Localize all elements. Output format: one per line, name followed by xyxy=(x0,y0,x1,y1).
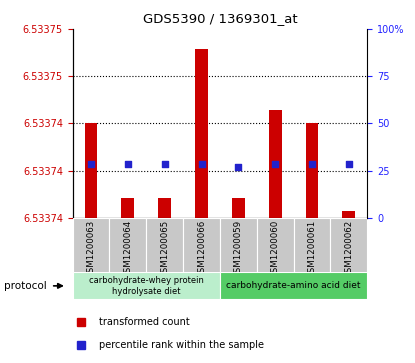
Text: carbohydrate-whey protein
hydrolysate diet: carbohydrate-whey protein hydrolysate di… xyxy=(89,276,204,295)
Title: GDS5390 / 1369301_at: GDS5390 / 1369301_at xyxy=(143,12,297,25)
Point xyxy=(161,161,168,167)
Text: GSM1200066: GSM1200066 xyxy=(197,220,206,278)
Bar xyxy=(342,211,355,218)
Bar xyxy=(158,197,171,218)
Bar xyxy=(220,272,367,299)
Text: GSM1200059: GSM1200059 xyxy=(234,220,243,278)
Bar xyxy=(257,218,294,274)
Bar xyxy=(146,218,183,274)
Bar xyxy=(73,218,110,274)
Point xyxy=(88,161,94,167)
Text: protocol: protocol xyxy=(4,281,47,291)
Text: transformed count: transformed count xyxy=(99,317,190,327)
Bar xyxy=(73,272,220,299)
Bar xyxy=(220,218,257,274)
Bar xyxy=(195,49,208,218)
Text: GSM1200062: GSM1200062 xyxy=(344,220,353,278)
Text: GSM1200061: GSM1200061 xyxy=(308,220,317,278)
Point xyxy=(124,161,131,167)
Bar xyxy=(110,218,146,274)
Bar xyxy=(294,218,330,274)
Bar xyxy=(305,123,318,218)
Text: percentile rank within the sample: percentile rank within the sample xyxy=(99,340,264,350)
Point xyxy=(198,161,205,167)
Bar xyxy=(232,197,245,218)
Bar xyxy=(122,197,134,218)
Text: GSM1200065: GSM1200065 xyxy=(160,220,169,278)
Text: GSM1200060: GSM1200060 xyxy=(271,220,280,278)
Point xyxy=(235,164,242,170)
Bar xyxy=(330,218,367,274)
Point xyxy=(309,161,315,167)
Bar xyxy=(269,110,282,218)
Point xyxy=(272,161,278,167)
Bar xyxy=(183,218,220,274)
Bar xyxy=(85,123,98,218)
Text: GSM1200063: GSM1200063 xyxy=(87,220,95,278)
Point xyxy=(346,161,352,167)
Text: GSM1200064: GSM1200064 xyxy=(123,220,132,278)
Text: carbohydrate-amino acid diet: carbohydrate-amino acid diet xyxy=(226,281,361,290)
